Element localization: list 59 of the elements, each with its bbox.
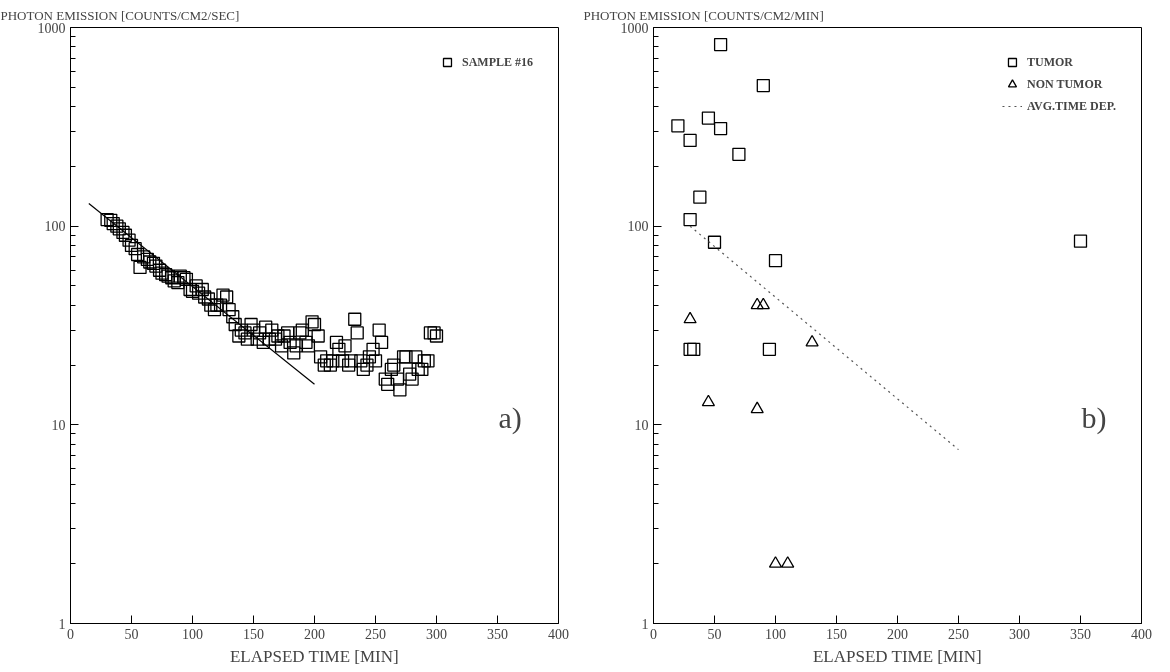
x-tick-label: 200 [887,626,908,642]
x-tick-label: 300 [426,626,447,642]
chart-title: PHOTON EMISSION [COUNTS/CM2/MIN] [583,7,824,23]
x-tick-label: 400 [548,626,569,642]
point [781,556,795,568]
x-tick-label: 50 [124,626,139,642]
x-tick-label: 0 [67,626,74,642]
point [701,111,716,125]
y-tick-label: 100 [44,219,66,235]
point [756,297,770,310]
point [750,401,764,414]
point [707,235,722,249]
point [762,342,777,356]
chart-title: PHOTON EMISSION [COUNTS/CM2/SEC] [0,7,240,23]
point [1073,234,1088,248]
y-tick-label: 10 [634,417,649,433]
legend-label: TUMOR [1026,54,1073,70]
point [683,212,697,227]
x-tick-label: 150 [826,626,847,642]
x-tick-label: 100 [765,626,786,642]
x-tick-label: 0 [650,626,657,642]
x-tick-label: 200 [304,626,325,642]
y-tick-label: 10 [51,417,66,433]
point [768,254,783,268]
x-tick-label: 400 [1131,626,1152,642]
point [683,311,697,324]
point [683,342,697,356]
point [683,133,697,148]
y-tick-label: 1000 [620,20,649,36]
x-tick-label: 150 [243,626,264,642]
point [671,119,685,133]
point [750,297,764,310]
annotation: b) [1081,400,1107,435]
point [732,147,746,161]
point [756,78,770,93]
x-axis-title: ELAPSED TIME [MIN] [812,646,982,666]
legend-label: AVG.TIME DEP. [1026,98,1116,114]
legend-label: NON TUMOR [1026,76,1103,92]
y-tick-label: 1 [58,616,66,632]
point [701,394,716,407]
point [713,121,728,136]
point [805,334,819,347]
x-axis-title: ELAPSED TIME [MIN] [229,646,399,666]
x-tick-label: 250 [365,626,386,642]
point [768,556,783,568]
y-tick-label: 1 [641,616,649,632]
annotation: a) [498,400,522,435]
point [693,190,707,204]
y-tick-label: 100 [627,219,649,235]
x-tick-label: 100 [182,626,203,642]
legend-label: SAMPLE #16 [461,54,533,70]
point [687,342,701,356]
x-tick-label: 250 [948,626,969,642]
point [713,37,728,52]
x-tick-label: 350 [1070,626,1091,642]
x-tick-label: 50 [707,626,722,642]
x-tick-label: 300 [1009,626,1030,642]
y-tick-label: 1000 [37,20,66,36]
x-tick-label: 350 [487,626,508,642]
